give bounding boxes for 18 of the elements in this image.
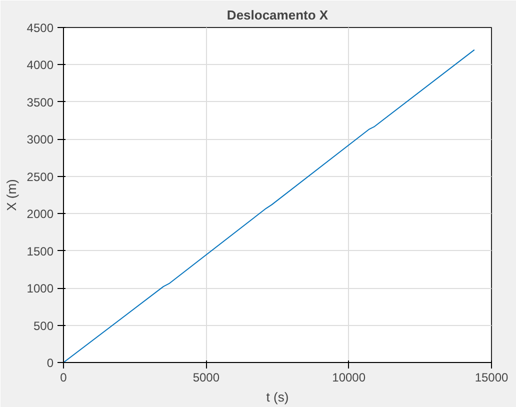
y-tick-label: 3500 xyxy=(26,95,54,110)
y-tick-label: 2500 xyxy=(26,170,54,184)
x-tick-label: 10000 xyxy=(332,370,366,384)
chart-title: Deslocamento X xyxy=(226,8,328,22)
y-tick-label: 2000 xyxy=(26,207,54,222)
y-tick-label: 3000 xyxy=(26,132,54,147)
x-axis-title: t (s) xyxy=(266,390,289,404)
x-tick-label: 15000 xyxy=(474,370,509,384)
y-tick-label: 4500 xyxy=(26,21,54,35)
x-tick-label: 0 xyxy=(60,370,68,384)
x-tick-label: 5000 xyxy=(192,370,220,384)
line-series xyxy=(64,49,475,362)
y-tick-label: 0 xyxy=(46,356,54,370)
y-tick-label: 1500 xyxy=(26,244,54,258)
y-tick-label: 500 xyxy=(33,318,54,333)
y-axis-title: X (m) xyxy=(4,179,19,211)
y-tick-label: 1000 xyxy=(26,282,54,296)
y-tick-label: 4000 xyxy=(26,58,54,72)
